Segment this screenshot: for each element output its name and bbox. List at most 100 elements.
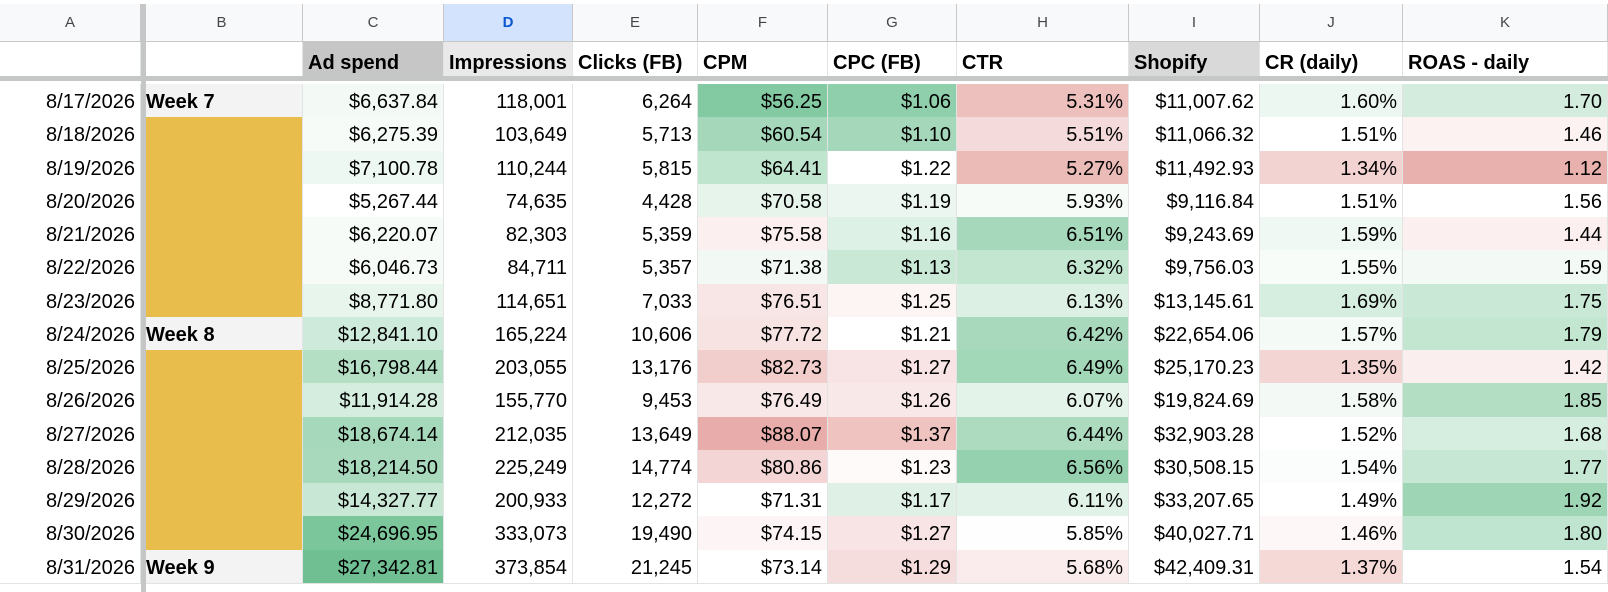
header-cell-d[interactable]: Impressions: [444, 42, 573, 78]
data-cell[interactable]: $5,267.44: [303, 183, 444, 218]
data-cell[interactable]: 1.55%: [1260, 250, 1403, 285]
column-header-c[interactable]: C: [303, 4, 444, 42]
data-cell[interactable]: $82.73: [698, 350, 828, 385]
data-cell[interactable]: 1.52%: [1260, 416, 1403, 451]
data-cell[interactable]: $7,100.78: [303, 150, 444, 185]
data-cell[interactable]: 6.32%: [957, 250, 1129, 285]
data-cell[interactable]: 9,453: [573, 383, 698, 418]
data-cell[interactable]: 21,245: [573, 549, 698, 584]
data-cell[interactable]: 4,428: [573, 183, 698, 218]
data-cell[interactable]: $1.27: [828, 350, 957, 385]
column-header-i[interactable]: I: [1129, 4, 1260, 42]
data-cell[interactable]: $11,007.62: [1129, 84, 1260, 119]
data-cell[interactable]: $1.22: [828, 150, 957, 185]
date-cell[interactable]: 8/19/2026: [0, 150, 141, 185]
data-cell[interactable]: 14,774: [573, 449, 698, 484]
date-cell[interactable]: 8/26/2026: [0, 383, 141, 418]
data-cell[interactable]: $6,637.84: [303, 84, 444, 119]
column-header-k[interactable]: K: [1403, 4, 1608, 42]
data-cell[interactable]: 5,815: [573, 150, 698, 185]
date-cell[interactable]: 8/20/2026: [0, 183, 141, 218]
data-cell[interactable]: 1.44: [1403, 217, 1608, 252]
data-cell[interactable]: $11,492.93: [1129, 150, 1260, 185]
date-cell[interactable]: 8/17/2026: [0, 84, 141, 119]
data-cell[interactable]: 103,649: [444, 117, 573, 152]
date-cell[interactable]: 8/24/2026: [0, 316, 141, 351]
data-cell[interactable]: $16,798.44: [303, 350, 444, 385]
week-label-cell[interactable]: [141, 183, 303, 218]
data-cell[interactable]: 7,033: [573, 283, 698, 318]
data-cell[interactable]: $71.31: [698, 483, 828, 518]
data-cell[interactable]: $9,116.84: [1129, 183, 1260, 218]
data-cell[interactable]: 1.54%: [1260, 449, 1403, 484]
data-cell[interactable]: $11,914.28: [303, 383, 444, 418]
date-cell[interactable]: 8/18/2026: [0, 117, 141, 152]
data-cell[interactable]: 110,244: [444, 150, 573, 185]
week-label-cell[interactable]: Week 9: [141, 549, 303, 584]
data-cell[interactable]: $1.29: [828, 549, 957, 584]
data-cell[interactable]: $19,824.69: [1129, 383, 1260, 418]
data-cell[interactable]: 6.56%: [957, 449, 1129, 484]
data-cell[interactable]: $9,243.69: [1129, 217, 1260, 252]
data-cell[interactable]: 1.49%: [1260, 483, 1403, 518]
data-cell[interactable]: $1.16: [828, 217, 957, 252]
data-cell[interactable]: 114,651: [444, 283, 573, 318]
data-cell[interactable]: 5.51%: [957, 117, 1129, 152]
data-cell[interactable]: 118,001: [444, 84, 573, 119]
data-cell[interactable]: $6,046.73: [303, 250, 444, 285]
column-header-g[interactable]: G: [828, 4, 957, 42]
week-label-cell[interactable]: [141, 283, 303, 318]
date-cell[interactable]: 8/30/2026: [0, 516, 141, 551]
data-cell[interactable]: $1.23: [828, 449, 957, 484]
data-cell[interactable]: 200,933: [444, 483, 573, 518]
header-cell-k[interactable]: ROAS - daily: [1403, 42, 1608, 78]
data-cell[interactable]: $40,027.71: [1129, 516, 1260, 551]
data-cell[interactable]: 5,713: [573, 117, 698, 152]
date-cell[interactable]: 8/27/2026: [0, 416, 141, 451]
column-header-j[interactable]: J: [1260, 4, 1403, 42]
date-cell[interactable]: 8/22/2026: [0, 250, 141, 285]
data-cell[interactable]: 5.93%: [957, 183, 1129, 218]
data-cell[interactable]: 5,359: [573, 217, 698, 252]
data-cell[interactable]: 1.51%: [1260, 117, 1403, 152]
data-cell[interactable]: $14,327.77: [303, 483, 444, 518]
data-cell[interactable]: $6,275.39: [303, 117, 444, 152]
data-cell[interactable]: 1.12: [1403, 150, 1608, 185]
data-cell[interactable]: $25,170.23: [1129, 350, 1260, 385]
data-cell[interactable]: 5.27%: [957, 150, 1129, 185]
data-cell[interactable]: $6,220.07: [303, 217, 444, 252]
data-cell[interactable]: 1.54: [1403, 549, 1608, 584]
header-cell-e[interactable]: Clicks (FB): [573, 42, 698, 78]
data-cell[interactable]: 1.59: [1403, 250, 1608, 285]
data-cell[interactable]: 203,055: [444, 350, 573, 385]
data-cell[interactable]: 74,635: [444, 183, 573, 218]
week-label-cell[interactable]: Week 7: [141, 84, 303, 119]
data-cell[interactable]: 13,649: [573, 416, 698, 451]
data-cell[interactable]: $56.25: [698, 84, 828, 119]
data-cell[interactable]: 1.35%: [1260, 350, 1403, 385]
data-cell[interactable]: 10,606: [573, 316, 698, 351]
data-cell[interactable]: 225,249: [444, 449, 573, 484]
data-cell[interactable]: 1.56: [1403, 183, 1608, 218]
data-cell[interactable]: 1.34%: [1260, 150, 1403, 185]
column-header-a[interactable]: A: [0, 4, 141, 42]
data-cell[interactable]: $1.13: [828, 250, 957, 285]
data-cell[interactable]: 1.51%: [1260, 183, 1403, 218]
week-label-cell[interactable]: [141, 217, 303, 252]
date-cell[interactable]: 8/31/2026: [0, 549, 141, 584]
column-header-f[interactable]: F: [698, 4, 828, 42]
data-cell[interactable]: 6.13%: [957, 283, 1129, 318]
date-cell[interactable]: 8/28/2026: [0, 449, 141, 484]
data-cell[interactable]: $1.37: [828, 416, 957, 451]
data-cell[interactable]: 1.80: [1403, 516, 1608, 551]
data-cell[interactable]: $80.86: [698, 449, 828, 484]
column-header-d[interactable]: D: [444, 4, 573, 42]
week-label-cell[interactable]: [141, 416, 303, 451]
data-cell[interactable]: 6.07%: [957, 383, 1129, 418]
header-cell-h[interactable]: CTR: [957, 42, 1129, 78]
data-cell[interactable]: $18,214.50: [303, 449, 444, 484]
data-cell[interactable]: $76.49: [698, 383, 828, 418]
data-cell[interactable]: $27,342.81: [303, 549, 444, 584]
data-cell[interactable]: 1.68: [1403, 416, 1608, 451]
header-cell-a[interactable]: [0, 42, 141, 78]
